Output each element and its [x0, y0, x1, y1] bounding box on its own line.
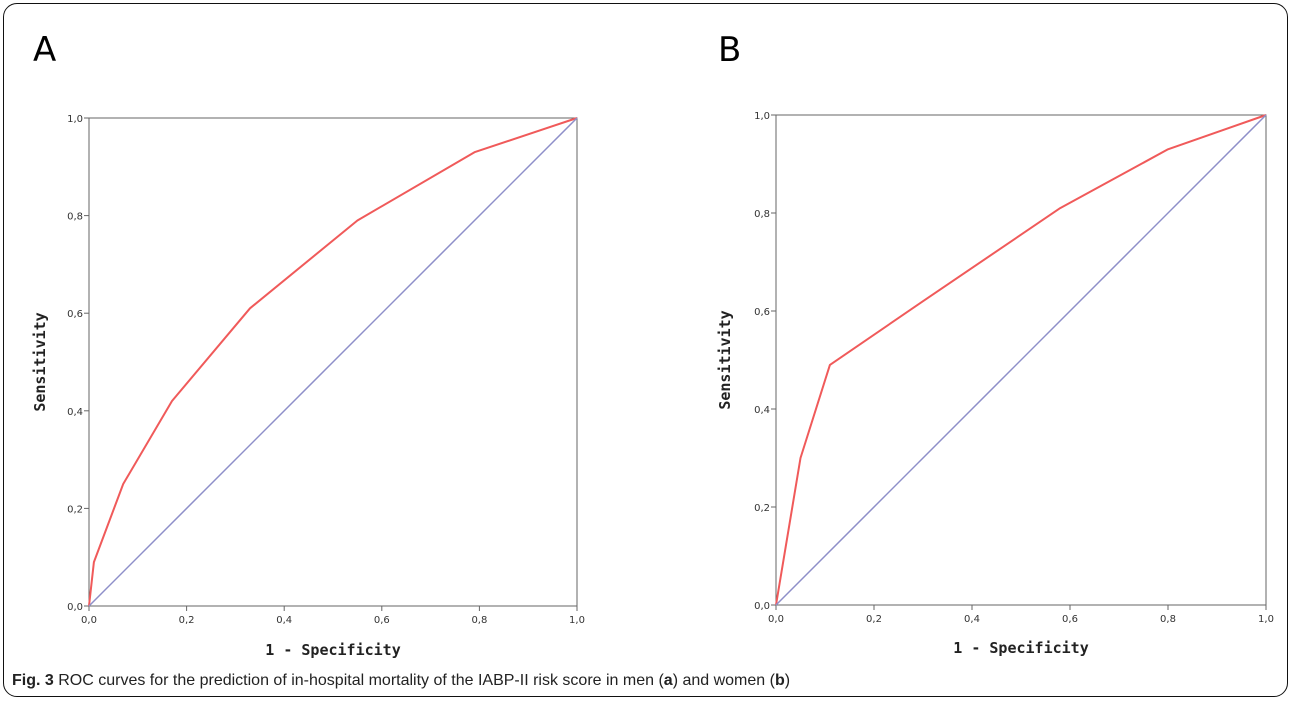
y-tick-label-a-0: 0,0 [67, 602, 83, 613]
x-tick-label-b-2: 0,4 [964, 614, 980, 625]
y-axis-title-a: Sensitivity [31, 312, 49, 411]
figure-frame [3, 3, 1288, 697]
y-tick-label-a-2: 0,4 [67, 407, 83, 418]
caption-text-2: ) and women ( [672, 672, 775, 689]
panel-letter-a: A [33, 30, 57, 70]
x-tick-label-a-0: 0,0 [81, 615, 97, 626]
y-tick-label-a-4: 0,8 [67, 212, 83, 223]
x-tick-label-b-5: 1,0 [1258, 614, 1274, 625]
x-tick-label-a-4: 0,8 [471, 615, 487, 626]
caption-figure-number: Fig. 3 [12, 672, 54, 689]
figure-caption: Fig. 3 ROC curves for the prediction of … [12, 672, 790, 690]
y-tick-label-b-0: 0,0 [754, 601, 770, 612]
x-tick-label-a-5: 1,0 [569, 615, 585, 626]
y-tick-label-b-3: 0,6 [754, 307, 770, 318]
plot-frame-a [88, 117, 578, 607]
y-tick-label-b-1: 0,2 [754, 503, 770, 514]
y-tick-label-b-5: 1,0 [754, 111, 770, 122]
y-axis-title-b: Sensitivity [716, 310, 734, 409]
x-axis-title-a: 1 - Specificity [265, 641, 400, 659]
x-tick-label-a-1: 0,2 [179, 615, 195, 626]
caption-text-3: ) [784, 672, 791, 689]
x-tick-label-b-1: 0,2 [866, 614, 882, 625]
caption-bold-b: b [774, 672, 785, 689]
roc-line-b [775, 114, 1267, 606]
x-tick-label-b-4: 0,8 [1160, 614, 1176, 625]
x-tick-label-b-0: 0,0 [768, 614, 784, 625]
reference-line-a [88, 117, 578, 607]
caption-text-1: ROC curves for the prediction of in-hosp… [53, 672, 664, 689]
y-tick-label-b-2: 0,4 [754, 405, 770, 416]
x-axis-title-b: 1 - Specificity [953, 639, 1088, 657]
panel-letter-b: B [718, 30, 742, 70]
plot-frame-b [775, 114, 1267, 606]
x-tick-label-b-3: 0,6 [1062, 614, 1078, 625]
x-tick-label-a-3: 0,6 [374, 615, 390, 626]
caption-bold-a: a [663, 672, 673, 689]
roc-line-a [88, 117, 578, 607]
y-tick-label-a-1: 0,2 [67, 504, 83, 515]
y-tick-label-b-4: 0,8 [754, 209, 770, 220]
x-tick-label-a-2: 0,4 [276, 615, 292, 626]
reference-line-b [775, 114, 1267, 606]
y-tick-label-a-3: 0,6 [67, 309, 83, 320]
y-tick-label-a-5: 1,0 [67, 114, 83, 125]
